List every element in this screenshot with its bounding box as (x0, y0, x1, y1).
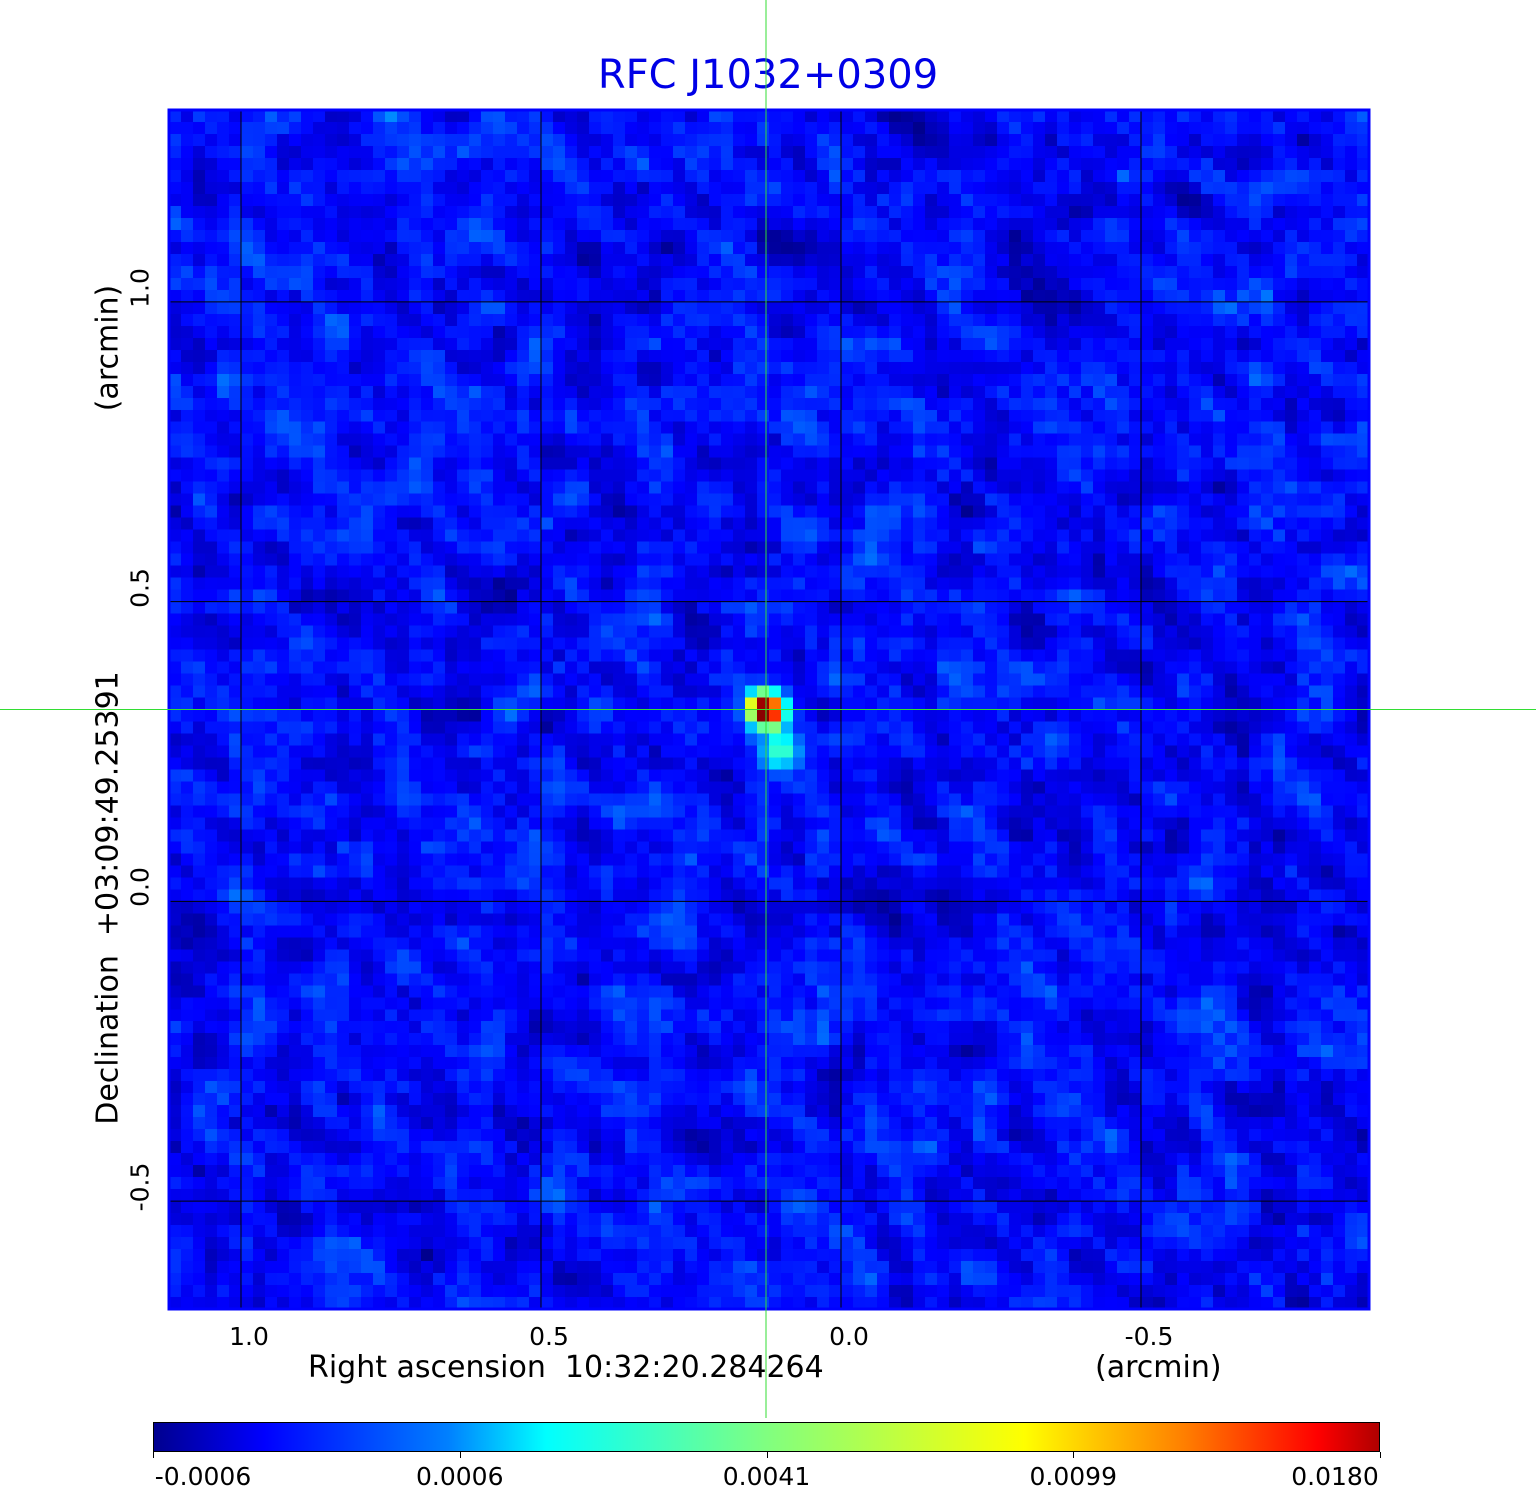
colorbar-tick (1073, 1452, 1075, 1458)
y-tick-label: -0.5 (125, 1162, 155, 1212)
chart-title: RFC J1032+0309 (597, 52, 939, 98)
colorbar-tick (766, 1452, 768, 1458)
colorbar-tick (459, 1452, 461, 1458)
colorbar-tick (153, 1452, 154, 1458)
colorbar-tick-label: 0.0041 (722, 1462, 811, 1491)
colorbar-tick (1380, 1452, 1381, 1458)
x-tick-label: 0.5 (529, 1322, 569, 1351)
colorbar (153, 1422, 1380, 1452)
y-tick-label: 0.0 (125, 867, 155, 908)
x-axis-unit: (arcmin) (1095, 1350, 1222, 1385)
x-tick-label: -0.5 (1124, 1322, 1174, 1351)
colorbar-tick-label: 0.0180 (1291, 1462, 1379, 1491)
x-tick-label: 1.0 (229, 1322, 269, 1351)
colorbar-tick-label: 0.0006 (416, 1462, 504, 1491)
colorbar-tick-label: 0.0099 (1029, 1462, 1117, 1491)
x-tick-label: 0.0 (829, 1322, 869, 1351)
x-axis-label: Right ascension 10:32:20.284264 (308, 1350, 824, 1385)
colorbar-tick-label: -0.0006 (154, 1462, 252, 1491)
y-axis-unit: (arcmin) (90, 284, 126, 412)
y-tick-label: 1.0 (125, 267, 155, 308)
y-axis-label: Declination +03:09:49.25391 (90, 671, 126, 1125)
heatmap-image (169, 110, 1369, 1309)
y-tick-label: 0.5 (125, 567, 155, 608)
